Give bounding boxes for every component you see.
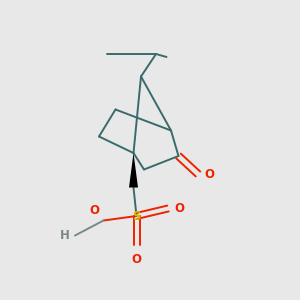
Text: O: O	[131, 253, 142, 266]
Polygon shape	[129, 153, 138, 188]
Text: H: H	[60, 229, 70, 242]
Text: S: S	[132, 209, 141, 223]
Text: O: O	[205, 167, 214, 181]
Text: O: O	[175, 202, 184, 215]
Text: O: O	[89, 205, 99, 218]
